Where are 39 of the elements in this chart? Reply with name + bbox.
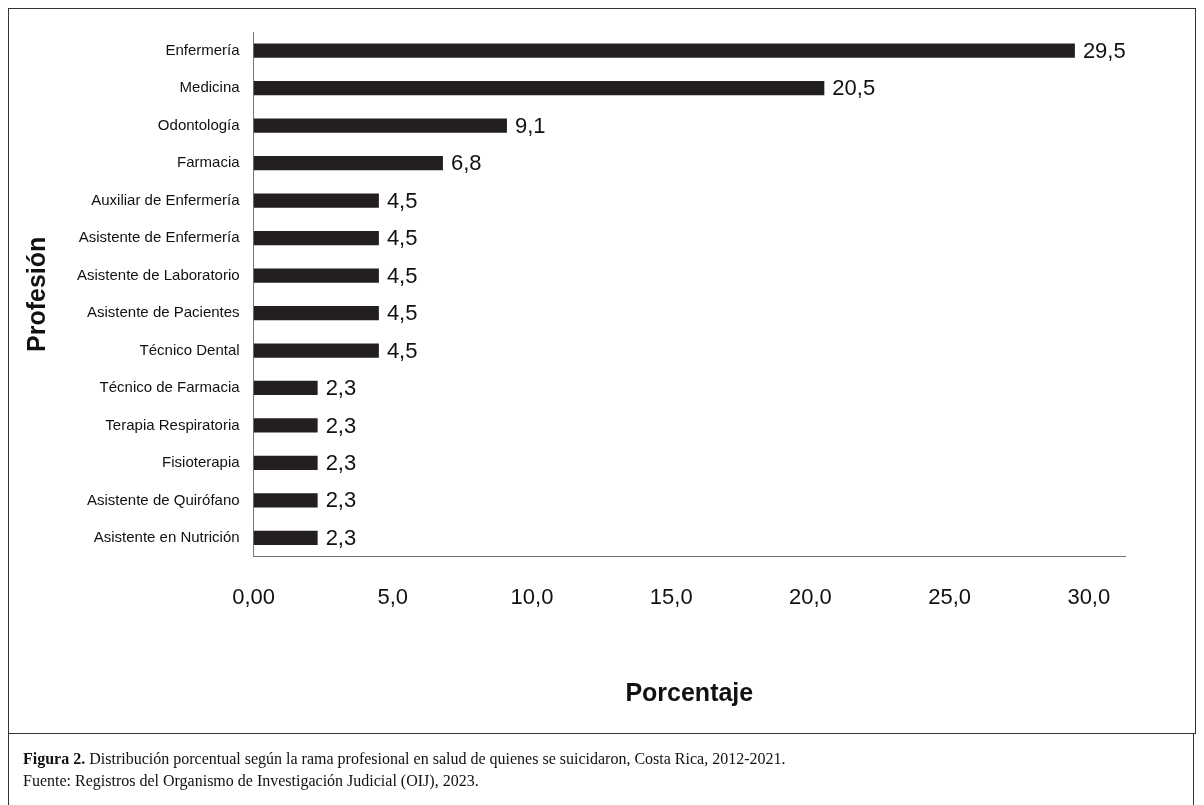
y-tick-label: Enfermería <box>165 40 241 58</box>
y-tick-label: Asistente de Quirófano <box>87 490 240 508</box>
x-tick-label: 10,0 <box>510 583 554 609</box>
data-label: 4,5 <box>386 187 418 213</box>
x-tick-label: 5,0 <box>377 583 409 609</box>
data-label: 9,1 <box>514 112 546 138</box>
y-tick-label: Fisioterapia <box>162 453 241 471</box>
x-tick-label: 25,0 <box>928 583 972 609</box>
y-tick-label: Asistente en Nutrición <box>93 528 240 545</box>
y-axis-title: Profesión <box>21 236 50 352</box>
data-label: 4,5 <box>386 225 418 251</box>
data-label: 20,5 <box>832 75 876 101</box>
y-tick-label: Asistente de Enfermería <box>78 228 241 246</box>
data-label: 4,5 <box>386 337 418 363</box>
x-tick-label: 30,0 <box>1067 583 1111 609</box>
source-note: Fuente: Registros del Organismo de Investigación Judicial (OIJ), 2023. <box>23 772 479 789</box>
y-tick-label: Medicina <box>179 78 241 96</box>
y-tick-label: Asistente de Laboratorio <box>77 265 240 283</box>
x-tick-label: 0,00 <box>232 583 276 609</box>
data-label: 2,3 <box>325 449 357 475</box>
data-label: 29,5 <box>1082 37 1126 63</box>
x-tick-label: 15,0 <box>649 583 693 609</box>
data-label: 2,3 <box>325 412 357 438</box>
data-label: 6,8 <box>450 150 482 176</box>
data-label: 2,3 <box>325 487 357 513</box>
data-label: 2,3 <box>325 524 357 550</box>
y-tick-label: Técnico Dental <box>139 340 240 358</box>
data-label: 4,5 <box>386 300 418 326</box>
y-tick-label: Terapia Respiratoria <box>105 415 241 433</box>
y-tick-label: Auxiliar de Enfermería <box>91 190 241 208</box>
x-tick-label: 20,0 <box>788 583 832 609</box>
y-tick-label: Asistente de Pacientes <box>87 303 240 321</box>
y-tick-label: Técnico de Farmacia <box>99 378 241 396</box>
y-tick-label: Farmacia <box>177 153 241 171</box>
data-label: 4,5 <box>386 262 418 288</box>
data-label: 2,3 <box>325 375 357 401</box>
y-tick-label: Odontología <box>157 115 241 133</box>
text: Figura 2. Distribución porcentual según la rama profesional en salud de quienes se suicidaron, Costa Rica, 2012-2021. <box>23 750 786 767</box>
x-axis-title: Porcentaje <box>625 677 754 706</box>
